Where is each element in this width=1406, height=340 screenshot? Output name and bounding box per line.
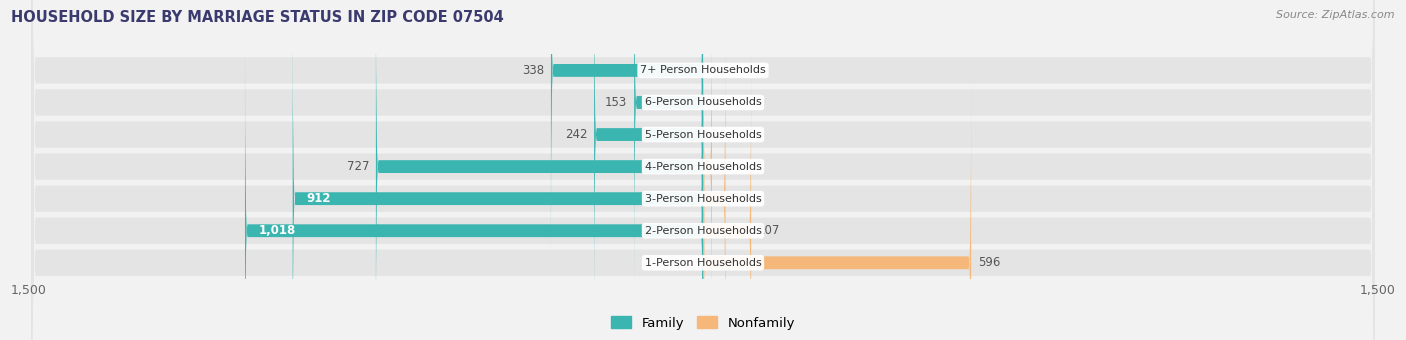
Text: 242: 242 [565, 128, 588, 141]
FancyBboxPatch shape [31, 0, 1375, 340]
Text: 727: 727 [347, 160, 370, 173]
Text: 4-Person Households: 4-Person Households [644, 162, 762, 172]
Text: HOUSEHOLD SIZE BY MARRIAGE STATUS IN ZIP CODE 07504: HOUSEHOLD SIZE BY MARRIAGE STATUS IN ZIP… [11, 10, 503, 25]
Text: 50: 50 [733, 192, 747, 205]
FancyBboxPatch shape [375, 0, 703, 340]
Text: 912: 912 [307, 192, 330, 205]
FancyBboxPatch shape [703, 0, 711, 340]
FancyBboxPatch shape [703, 77, 972, 340]
FancyBboxPatch shape [31, 0, 1375, 340]
FancyBboxPatch shape [31, 0, 1375, 340]
Text: 153: 153 [605, 96, 627, 109]
Text: 1,018: 1,018 [259, 224, 295, 237]
FancyBboxPatch shape [31, 0, 1375, 340]
FancyBboxPatch shape [595, 0, 703, 321]
FancyBboxPatch shape [703, 13, 725, 340]
FancyBboxPatch shape [31, 0, 1375, 340]
Text: 338: 338 [522, 64, 544, 77]
FancyBboxPatch shape [31, 0, 1375, 340]
FancyBboxPatch shape [245, 45, 703, 340]
FancyBboxPatch shape [31, 0, 1375, 340]
FancyBboxPatch shape [551, 0, 703, 256]
Legend: Family, Nonfamily: Family, Nonfamily [606, 311, 800, 335]
Text: 0: 0 [710, 64, 717, 77]
Text: 0: 0 [710, 128, 717, 141]
Text: 596: 596 [979, 256, 1000, 269]
Text: 6-Person Households: 6-Person Households [644, 98, 762, 107]
Text: 1-Person Households: 1-Person Households [644, 258, 762, 268]
Text: Source: ZipAtlas.com: Source: ZipAtlas.com [1277, 10, 1395, 20]
FancyBboxPatch shape [292, 13, 703, 340]
Text: 0: 0 [710, 96, 717, 109]
FancyBboxPatch shape [703, 45, 751, 340]
FancyBboxPatch shape [634, 0, 703, 288]
Text: 3-Person Households: 3-Person Households [644, 194, 762, 204]
Text: 5-Person Households: 5-Person Households [644, 130, 762, 139]
Text: 107: 107 [758, 224, 780, 237]
Text: 7+ Person Households: 7+ Person Households [640, 65, 766, 75]
Text: 20: 20 [718, 160, 734, 173]
Text: 2-Person Households: 2-Person Households [644, 226, 762, 236]
